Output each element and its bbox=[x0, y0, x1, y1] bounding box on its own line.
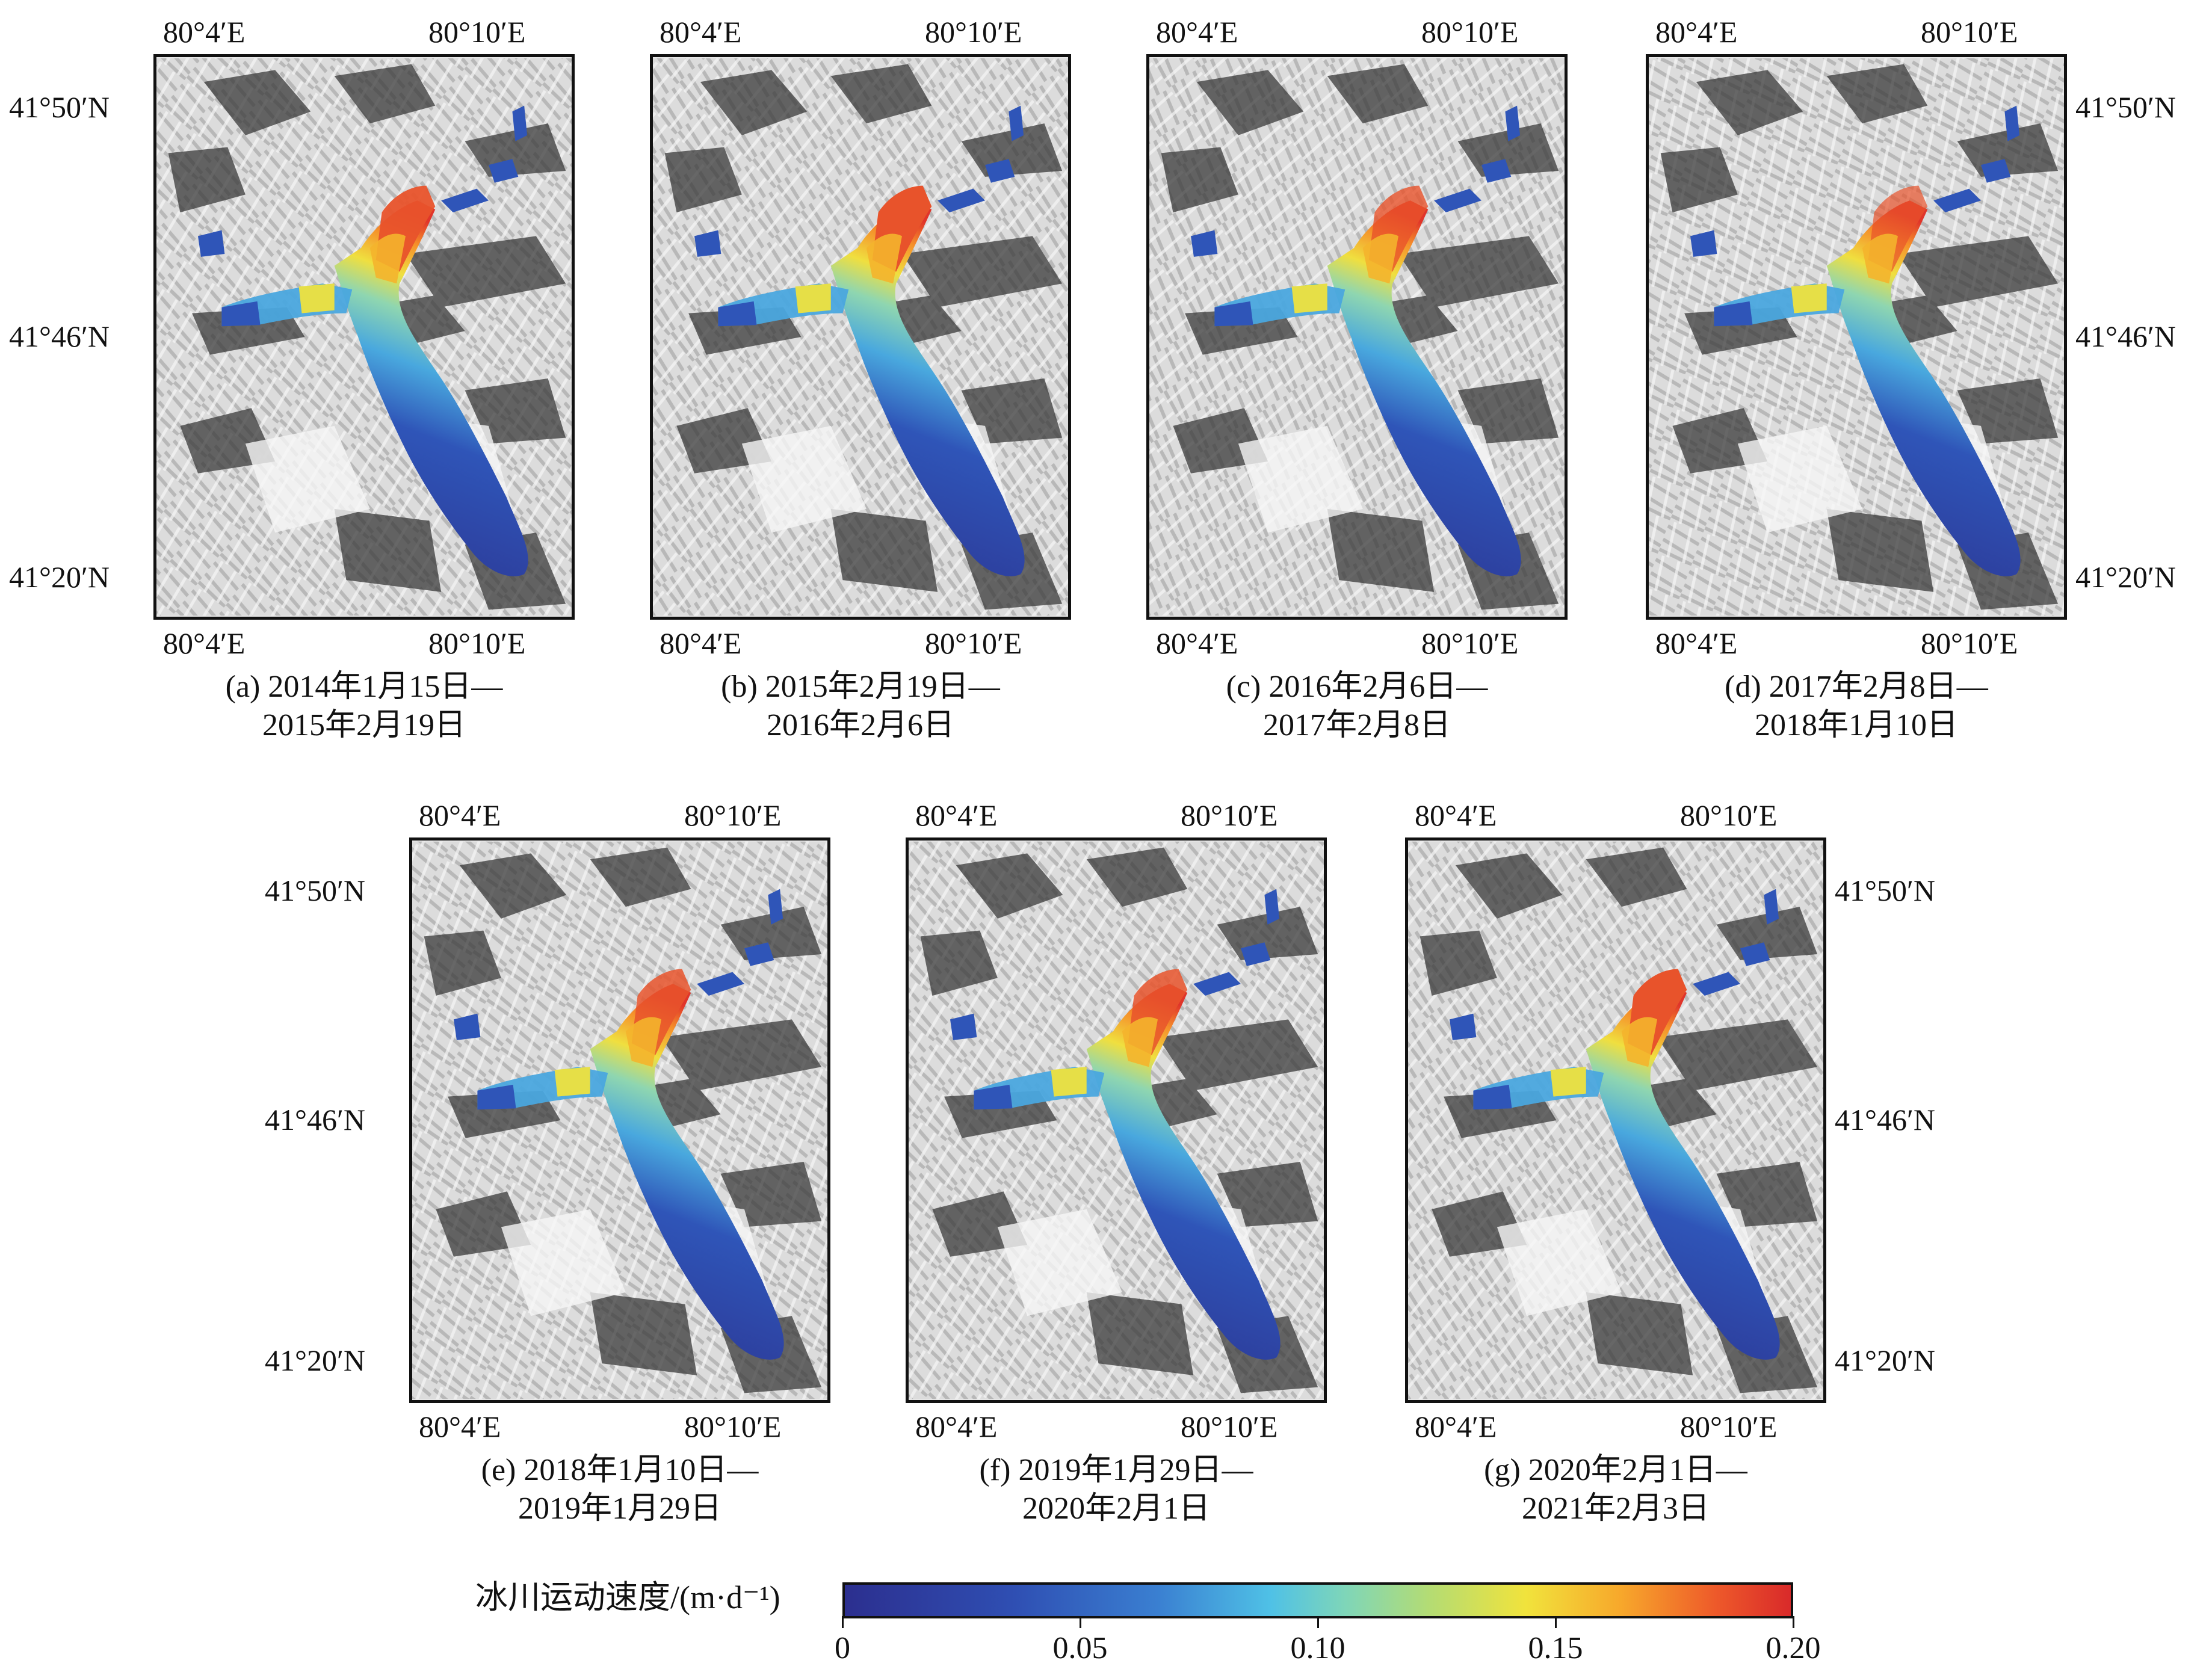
caption-line2: 2016年2月6日 bbox=[766, 708, 954, 742]
lat-label: 41°50′N bbox=[1835, 874, 1936, 908]
panel-caption-c: (c) 2016年2月6日— 2017年2月8日 bbox=[1086, 668, 1628, 745]
lon-label-bottom: 80°10′E bbox=[1181, 1410, 1278, 1443]
glacier-main-trunk bbox=[1327, 200, 1521, 576]
lon-label-top: 80°10′E bbox=[1680, 798, 1778, 832]
caption-line1: (g) 2020年2月1日— bbox=[1484, 1453, 1747, 1487]
lon-label-bottom: 80°10′E bbox=[1921, 626, 2018, 660]
glacier-tributary-northeast bbox=[697, 889, 783, 996]
lon-label-top: 80°4′E bbox=[915, 798, 998, 832]
glacier-main-trunk bbox=[1826, 200, 2021, 576]
velocity-map-c bbox=[1146, 54, 1568, 620]
glacier-main-trunk bbox=[1586, 984, 1780, 1360]
panel-caption-f: (f) 2019年1月29日— 2020年2月1日 bbox=[845, 1451, 1387, 1528]
caption-line2: 2018年1月10日 bbox=[1754, 708, 1958, 742]
lat-label: 41°20′N bbox=[1835, 1343, 1936, 1377]
caption-line1: (f) 2019年1月29日— bbox=[979, 1453, 1253, 1487]
lon-label-bottom: 80°10′E bbox=[925, 626, 1022, 660]
colorbar-tick bbox=[1793, 1616, 1794, 1628]
lon-label-bottom: 80°10′E bbox=[1421, 626, 1519, 660]
lat-label: 41°50′N bbox=[2075, 90, 2176, 125]
panel-caption-b: (b) 2015年2月19日— 2016年2月6日 bbox=[590, 668, 1131, 745]
velocity-map-f bbox=[906, 837, 1327, 1403]
panel-caption-a: (a) 2014年1月15日— 2015年2月19日 bbox=[93, 668, 635, 745]
colorbar-tick bbox=[1555, 1616, 1557, 1628]
lon-label-top: 80°10′E bbox=[1181, 798, 1278, 832]
glacier-main-trunk bbox=[1086, 984, 1281, 1360]
lon-label-bottom: 80°4′E bbox=[660, 626, 742, 660]
colorbar-tick bbox=[1080, 1616, 1081, 1628]
lon-label-top: 80°10′E bbox=[1421, 15, 1519, 49]
shaded-relief bbox=[168, 64, 566, 610]
colorbar bbox=[842, 1582, 1793, 1618]
caption-line1: (e) 2018年1月10日— bbox=[481, 1453, 759, 1487]
caption-line1: (a) 2014年1月15日— bbox=[225, 670, 503, 704]
lon-label-top: 80°10′E bbox=[925, 15, 1022, 49]
lon-label-top: 80°4′E bbox=[163, 15, 246, 49]
lat-label: 41°20′N bbox=[9, 560, 110, 594]
glacier-main-trunk bbox=[590, 984, 784, 1360]
caption-line2: 2015年2月19日 bbox=[262, 708, 466, 742]
lon-label-top: 80°4′E bbox=[1156, 15, 1238, 49]
panel-caption-g: (g) 2020年2月1日— 2021年2月3日 bbox=[1345, 1451, 1886, 1528]
caption-line2: 2017年2月8日 bbox=[1262, 708, 1451, 742]
lat-label: 41°46′N bbox=[2075, 319, 2176, 353]
velocity-map-g bbox=[1405, 837, 1826, 1403]
lat-label: 41°50′N bbox=[9, 90, 110, 125]
colorbar-tick-label: 0.15 bbox=[1528, 1631, 1583, 1665]
colorbar-tick-label: 0.20 bbox=[1766, 1631, 1821, 1665]
shaded-relief bbox=[1420, 847, 1818, 1393]
lon-label-bottom: 80°10′E bbox=[1680, 1410, 1778, 1443]
glacier-tributary-northeast bbox=[441, 105, 528, 212]
glacier-tributary-northeast bbox=[1933, 105, 2020, 212]
glacier-tributary-northeast bbox=[1693, 889, 1779, 996]
lat-label: 41°20′N bbox=[2075, 560, 2176, 594]
velocity-map-b bbox=[650, 54, 1071, 620]
panel-caption-d: (d) 2017年2月8日— 2018年1月10日 bbox=[1586, 668, 2127, 745]
lat-label: 41°20′N bbox=[265, 1343, 366, 1377]
caption-line1: (d) 2017年2月8日— bbox=[1725, 670, 1988, 704]
caption-line2: 2021年2月3日 bbox=[1521, 1491, 1710, 1526]
glacier-tributary-northeast bbox=[1434, 105, 1521, 212]
panel-caption-e: (e) 2018年1月10日— 2019年1月29日 bbox=[349, 1451, 891, 1528]
lon-label-top: 80°4′E bbox=[1415, 798, 1497, 832]
caption-line2: 2019年1月29日 bbox=[517, 1491, 721, 1526]
lon-label-top: 80°4′E bbox=[660, 15, 742, 49]
velocity-map-e bbox=[409, 837, 830, 1403]
lon-label-top: 80°10′E bbox=[1921, 15, 2018, 49]
shaded-relief bbox=[1161, 64, 1559, 610]
lon-label-bottom: 80°4′E bbox=[163, 626, 246, 660]
caption-line2: 2020年2月1日 bbox=[1022, 1491, 1210, 1526]
lon-label-top: 80°10′E bbox=[684, 798, 782, 832]
shaded-relief bbox=[424, 847, 822, 1393]
lat-label: 41°46′N bbox=[1835, 1103, 1936, 1137]
lon-label-top: 80°4′E bbox=[1655, 15, 1738, 49]
lon-label-top: 80°4′E bbox=[419, 798, 501, 832]
lon-label-bottom: 80°4′E bbox=[1655, 626, 1738, 660]
colorbar-title: 冰川运动速度/(m·d⁻¹) bbox=[475, 1579, 780, 1615]
lon-label-bottom: 80°4′E bbox=[915, 1410, 998, 1443]
lat-label: 41°46′N bbox=[265, 1103, 366, 1137]
glacier-tributary-northeast bbox=[1193, 889, 1280, 996]
glacier-main-trunk bbox=[334, 200, 528, 576]
colorbar-tick-label: 0.10 bbox=[1290, 1631, 1345, 1665]
colorbar-tick bbox=[1317, 1616, 1319, 1628]
lon-label-bottom: 80°10′E bbox=[428, 626, 526, 660]
glacier-main-trunk bbox=[830, 200, 1025, 576]
caption-line1: (c) 2016年2月6日— bbox=[1226, 670, 1488, 704]
colorbar-tick-label: 0.05 bbox=[1052, 1631, 1108, 1665]
lon-label-bottom: 80°4′E bbox=[1156, 626, 1238, 660]
lon-label-top: 80°10′E bbox=[428, 15, 526, 49]
lon-label-bottom: 80°4′E bbox=[419, 1410, 501, 1443]
caption-line1: (b) 2015年2月19日— bbox=[721, 670, 1000, 704]
lon-label-bottom: 80°10′E bbox=[684, 1410, 782, 1443]
lon-label-bottom: 80°4′E bbox=[1415, 1410, 1497, 1443]
velocity-map-d bbox=[1646, 54, 2067, 620]
lat-label: 41°50′N bbox=[265, 874, 366, 908]
colorbar-tick-label: 0 bbox=[835, 1631, 850, 1665]
lat-label: 41°46′N bbox=[9, 319, 110, 353]
glacier-tributary-northeast bbox=[938, 105, 1024, 212]
colorbar-tick bbox=[842, 1616, 844, 1628]
velocity-map-a bbox=[153, 54, 575, 620]
